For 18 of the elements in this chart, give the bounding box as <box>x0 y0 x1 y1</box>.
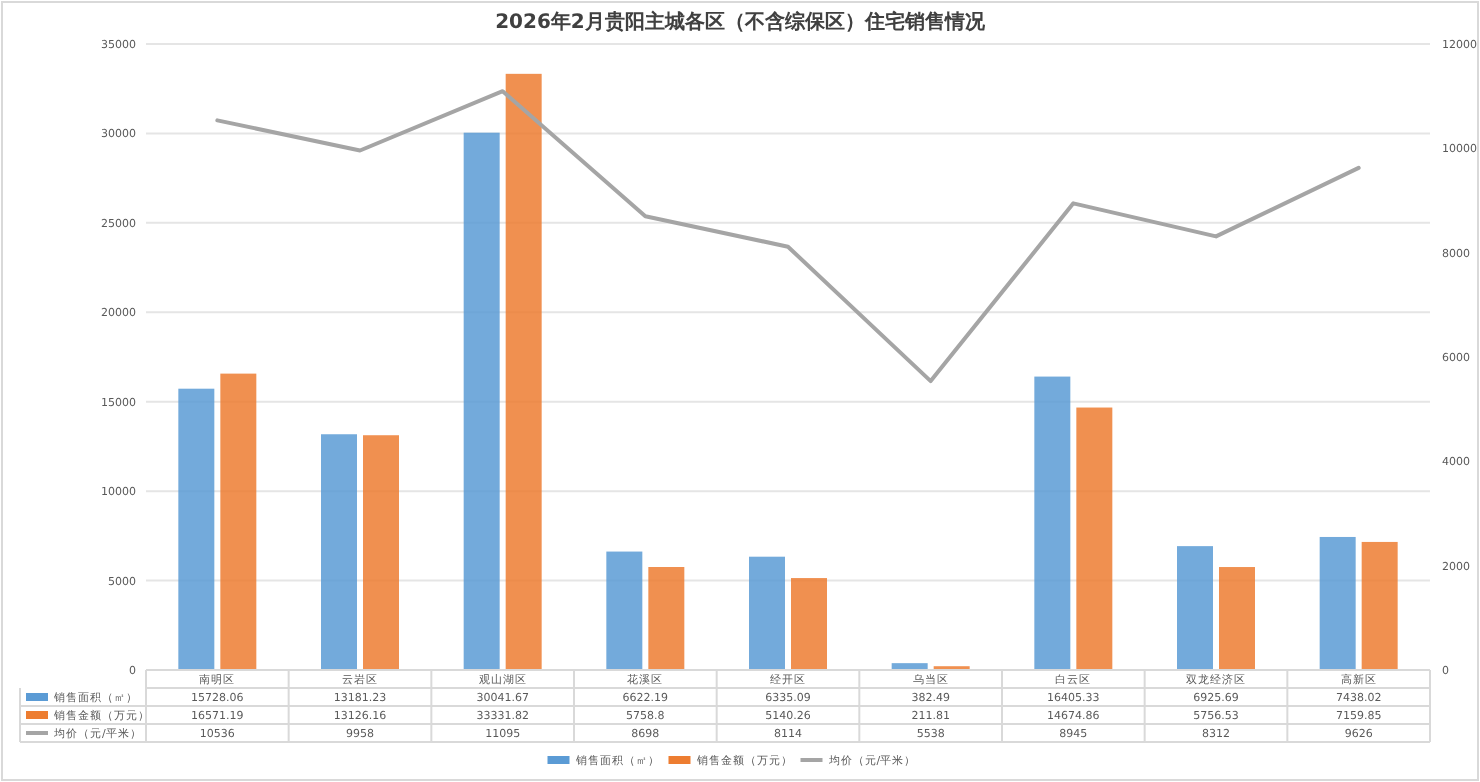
bar <box>1034 376 1071 670</box>
bar <box>463 132 500 670</box>
bar <box>363 435 399 670</box>
bar <box>220 373 257 670</box>
line-series <box>215 89 1361 384</box>
bar <box>1076 407 1113 670</box>
bar <box>505 73 542 670</box>
bar <box>1319 536 1356 670</box>
bar <box>791 578 827 670</box>
bar <box>1219 567 1255 670</box>
bar <box>606 551 643 670</box>
bar <box>1177 546 1213 670</box>
bar <box>648 567 685 670</box>
bar <box>321 434 357 670</box>
bar <box>1361 541 1398 670</box>
bar <box>178 388 215 670</box>
bar <box>749 556 785 670</box>
chart-title: 2026年2月贵阳主城各区（不含综保区）住宅销售情况 <box>495 10 987 34</box>
